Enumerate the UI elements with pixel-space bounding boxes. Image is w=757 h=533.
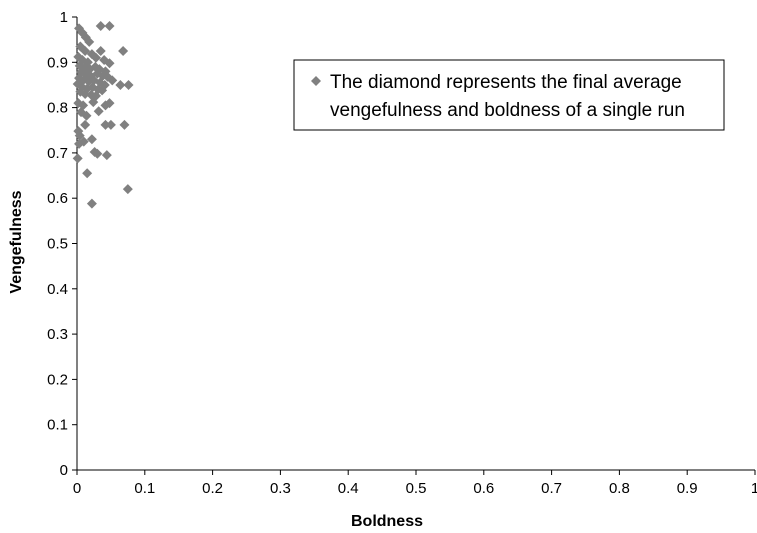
y-tick-label: 1: [60, 9, 68, 26]
data-point: [77, 55, 88, 66]
data-point: [123, 79, 134, 90]
x-tick-label: 0.8: [609, 480, 630, 497]
data-points: [72, 21, 134, 209]
x-tick-label: 0.1: [134, 480, 155, 497]
x-axis-title: Boldness: [351, 513, 423, 530]
data-point: [97, 85, 108, 96]
x-tick-label: 1: [751, 480, 757, 497]
y-tick-label: 0.9: [47, 54, 68, 71]
data-point: [95, 21, 106, 32]
data-point: [104, 58, 115, 69]
x-axis-ticks: 0 0.1 0.2 0.3 0.4 0.5 0.6 0.7 0.8 0.9 1: [73, 470, 757, 497]
data-point: [72, 153, 83, 164]
data-point: [80, 89, 91, 100]
data-point: [118, 45, 129, 56]
x-tick-label: 0.4: [338, 480, 359, 497]
data-point: [100, 119, 111, 130]
data-point: [80, 119, 91, 130]
x-tick-label: 0.6: [473, 480, 494, 497]
data-point: [78, 136, 89, 147]
legend-line-1: The diamond represents the final average: [330, 72, 682, 93]
x-tick-label: 0.5: [406, 480, 427, 497]
x-tick-label: 0.3: [270, 480, 291, 497]
data-point: [81, 110, 92, 121]
legend: The diamond represents the final average…: [293, 59, 725, 131]
data-point: [82, 168, 93, 179]
y-tick-label: 0.6: [47, 190, 68, 207]
data-point: [93, 106, 104, 117]
data-point: [92, 148, 103, 159]
data-point: [101, 150, 112, 161]
y-tick-label: 0.7: [47, 145, 68, 162]
y-tick-label: 0: [60, 462, 68, 479]
legend-diamond-icon: [311, 76, 321, 86]
y-tick-label: 0.3: [47, 326, 68, 343]
y-axis-title: Vengefulness: [8, 190, 25, 293]
data-point: [105, 119, 116, 130]
y-axis-ticks: 0 0.1 0.2 0.3 0.4 0.5 0.6 0.7 0.8 0.9 1: [47, 9, 77, 479]
x-tick-label: 0.2: [202, 480, 223, 497]
data-point: [86, 198, 97, 209]
legend-line-2: vengefulness and boldness of a single ru…: [330, 100, 685, 121]
data-point: [90, 52, 101, 63]
data-point: [84, 36, 95, 47]
legend-box: [293, 59, 725, 131]
data-point: [99, 55, 110, 66]
data-point: [115, 79, 126, 90]
x-tick-label: 0.7: [541, 480, 562, 497]
x-tick-label: 0.9: [677, 480, 698, 497]
y-tick-label: 0.5: [47, 236, 68, 253]
y-tick-label: 0.2: [47, 371, 68, 388]
data-point: [95, 45, 106, 56]
data-point: [104, 98, 115, 109]
y-tick-label: 0.8: [47, 100, 68, 117]
y-tick-label: 0.1: [47, 417, 68, 434]
data-point: [119, 119, 130, 130]
data-point: [104, 21, 115, 32]
y-tick-label: 0.4: [47, 281, 68, 298]
data-point: [122, 184, 133, 195]
data-point: [88, 97, 99, 108]
x-tick-label: 0: [73, 480, 81, 497]
data-point: [86, 134, 97, 145]
data-point: [82, 57, 93, 68]
data-point: [107, 75, 118, 86]
